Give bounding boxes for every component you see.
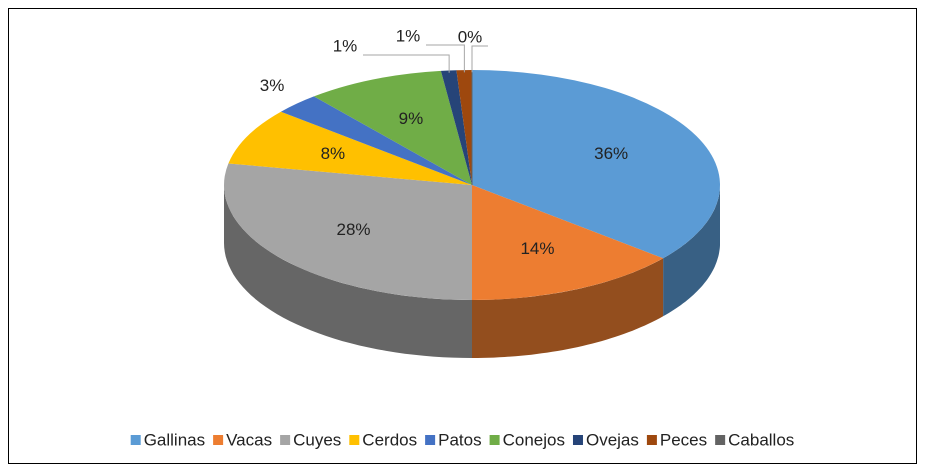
data-label: 28% <box>337 220 371 239</box>
slice <box>472 185 664 300</box>
data-label: 1% <box>333 36 358 55</box>
slice-side <box>663 185 720 317</box>
legend-label: Patos <box>438 430 481 449</box>
slice-side <box>472 258 664 358</box>
legend-swatch <box>213 435 224 445</box>
legend-swatch <box>349 435 360 445</box>
leader-line <box>471 45 488 73</box>
data-label: 0% <box>458 27 483 46</box>
leader-line <box>426 44 465 73</box>
data-label: 8% <box>321 144 346 163</box>
slice <box>440 70 472 185</box>
legend-label: Cuyes <box>293 430 341 449</box>
data-label: 36% <box>594 144 628 163</box>
legend-label: Ovejas <box>586 430 639 449</box>
legend-swatch <box>572 435 583 445</box>
legend-label: Conejos <box>503 430 565 449</box>
data-label: 14% <box>520 239 554 258</box>
slice <box>223 163 472 300</box>
data-label: 3% <box>260 76 285 95</box>
legend-swatch <box>646 435 657 445</box>
legend-swatch <box>489 435 500 445</box>
leader-line <box>363 54 450 73</box>
legend-swatch <box>425 435 436 445</box>
legend-swatch <box>280 435 291 445</box>
legend-swatch <box>130 435 141 445</box>
slice-side <box>224 185 472 358</box>
slice <box>472 70 720 259</box>
legend-swatch <box>715 435 726 445</box>
data-label: 9% <box>399 109 424 128</box>
legend-label: Vacas <box>226 430 272 449</box>
slice <box>456 70 472 185</box>
data-label: 1% <box>396 26 421 45</box>
legend-label: Caballos <box>728 430 794 449</box>
slice <box>313 70 472 185</box>
slice <box>280 96 472 185</box>
legend-label: Peces <box>660 430 707 449</box>
slice <box>228 111 472 185</box>
legend-label: Cerdos <box>362 430 417 449</box>
legend-label: Gallinas <box>144 430 205 449</box>
